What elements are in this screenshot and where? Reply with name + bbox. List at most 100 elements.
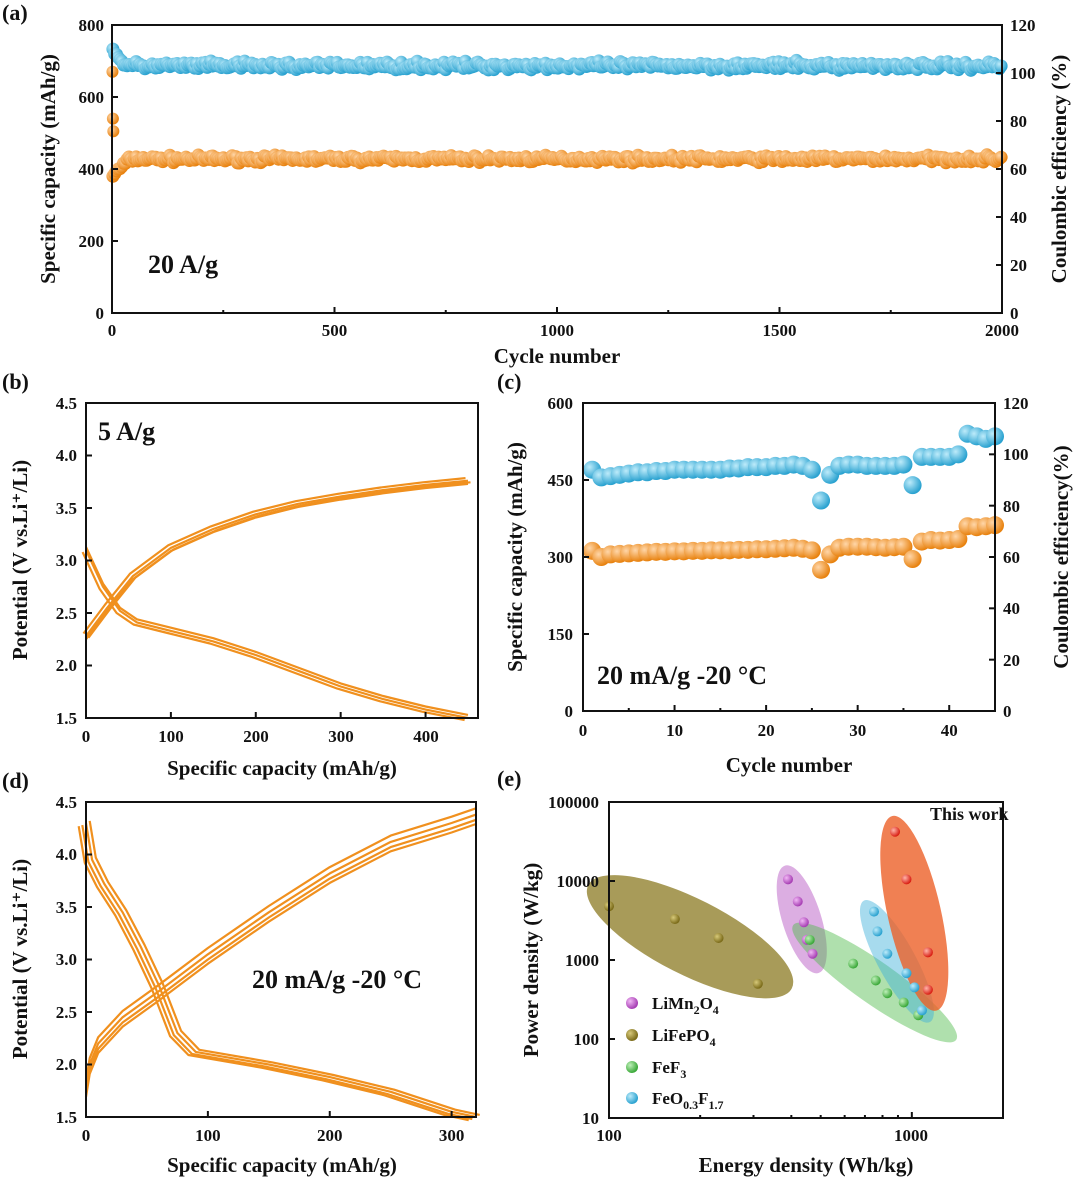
ticks-c [582, 402, 996, 712]
efficiency-series-c [583, 424, 1004, 510]
y-tick-label: 3.5 [56, 898, 77, 917]
y-tick-label: 10 [582, 1109, 599, 1128]
capacity-point [812, 560, 831, 579]
y2-tick-label: 20 [1010, 256, 1027, 275]
x-tick-label: 20 [758, 721, 775, 740]
y-tick-label: 200 [79, 232, 105, 251]
legend-label-feo: FeO0.3F1.7 [652, 1089, 724, 1112]
y-tick-label: 300 [548, 548, 574, 567]
x-tick-label: 400 [413, 727, 439, 746]
data-points-e [604, 826, 933, 1021]
x-tick-label: 100 [195, 1126, 221, 1145]
efficiency-series-a [106, 42, 1008, 77]
x-axis-label-d: Specific capacity (mAh/g) [167, 1153, 397, 1177]
legend-text: LiMn [652, 994, 694, 1013]
panel-d: (d) 0 100 200 300 1.5 2.0 2.5 3.0 3.5 4.… [2, 768, 480, 1177]
x-tick-label: 30 [849, 721, 866, 740]
y-tick-label: 1000 [565, 951, 599, 970]
legend-sub: 3 [680, 1067, 686, 1081]
y2-tick-label: 0 [1010, 304, 1019, 323]
x-axis-label-a: Cycle number [494, 344, 621, 368]
y-tick-label: 3.0 [56, 551, 77, 570]
ellipse-this-work [880, 815, 949, 1011]
y-tick-label: 4.0 [56, 446, 77, 465]
y-tick-label: 4.0 [56, 845, 77, 864]
charge-curve [85, 482, 469, 640]
charge-curve [82, 477, 466, 635]
y2-tick-label: 120 [1003, 394, 1029, 413]
legend-label-lifepo4: LiFePO4 [652, 1026, 716, 1049]
data-point [792, 896, 803, 907]
capacity-point [949, 530, 968, 549]
legend-sub: 1.7 [709, 1098, 724, 1112]
x-tick-label: 300 [439, 1126, 465, 1145]
data-point [804, 934, 815, 945]
annotation-d: 20 mA/g -20 °C [252, 965, 422, 994]
x-tick-label: 500 [322, 321, 348, 340]
x-tick-label: 0 [579, 721, 588, 740]
data-point [882, 948, 893, 959]
panel-b: (b) 0 100 200 300 400 1.5 2.0 2.5 3.0 3.… [2, 369, 479, 780]
ticks-b [85, 402, 427, 719]
data-point [922, 947, 933, 958]
x-tick-label: 300 [328, 727, 354, 746]
this-work-callout: This work [930, 804, 1009, 824]
y-tick-label: 100000 [548, 793, 599, 812]
y2-tick-label: 60 [1010, 160, 1027, 179]
y-axis-label-e: Power density (W/kg) [519, 863, 543, 1057]
data-point [798, 917, 809, 928]
y-tick-label: 150 [548, 625, 574, 644]
legend-sub: 4 [710, 1035, 716, 1049]
y2-tick-label: 60 [1003, 548, 1020, 567]
ticks-d [85, 801, 453, 1118]
y-tick-label: 4.5 [56, 394, 77, 413]
x-tick-label: 100 [158, 727, 184, 746]
x-tick-label: 10 [666, 721, 683, 740]
capacity-point [802, 541, 821, 560]
discharge-curve [77, 826, 469, 1122]
legend-label-limn2o4: LiMn2O4 [652, 994, 719, 1017]
efficiency-point [802, 460, 821, 479]
x-tick-label: 40 [941, 721, 958, 740]
y-tick-label: 400 [79, 160, 105, 179]
x-tick-label: 1000 [540, 321, 574, 340]
legend-text: O [700, 994, 713, 1013]
x-axis-label-c: Cycle number [726, 753, 853, 777]
data-point [872, 926, 883, 937]
legend-text: FeF [652, 1058, 680, 1077]
data-point [882, 988, 893, 999]
x-tick-label: 2000 [985, 321, 1019, 340]
region-ellipses-e [586, 815, 958, 1043]
data-point [807, 948, 818, 959]
y-axis-label-a: Specific capacity (mAh/g) [36, 54, 60, 284]
y-tick-label: 600 [548, 394, 574, 413]
charge-curve [87, 481, 471, 639]
capacity-point [894, 537, 913, 556]
data-point [669, 914, 680, 925]
x-tick-label: 200 [317, 1126, 343, 1145]
data-point [916, 1005, 927, 1016]
y2-tick-label: 0 [1003, 702, 1012, 721]
legend-e: LiMn2O4 LiFePO4 FeF3 FeO0.3F1.7 [626, 994, 724, 1112]
legend-label-fef3: FeF3 [652, 1058, 686, 1081]
y-tick-label: 10000 [557, 872, 600, 891]
discharge-curve [81, 551, 465, 722]
data-point [901, 874, 912, 885]
panel-c: (c) 0 10 20 30 40 0 150 300 450 600 0 20… [497, 369, 1073, 777]
efficiency-point [894, 455, 913, 474]
y-axis-label-b: Potential (V vs.Li⁺/Li) [8, 460, 32, 660]
x-tick-label: 0 [82, 727, 91, 746]
annotation-b: 5 A/g [98, 417, 155, 446]
y2-axis-label-c: Coulombic efficiency(%) [1049, 445, 1073, 668]
legend-text: F [698, 1089, 708, 1108]
discharge-curve [88, 820, 480, 1116]
y-tick-label: 600 [79, 88, 105, 107]
ticks-a [111, 24, 1003, 314]
data-point [909, 982, 920, 993]
data-point [898, 997, 909, 1008]
x-axis-label-e: Energy density (Wh/kg) [699, 1153, 914, 1177]
y2-tick-label: 120 [1010, 16, 1036, 35]
data-point [869, 906, 880, 917]
data-point [782, 874, 793, 885]
